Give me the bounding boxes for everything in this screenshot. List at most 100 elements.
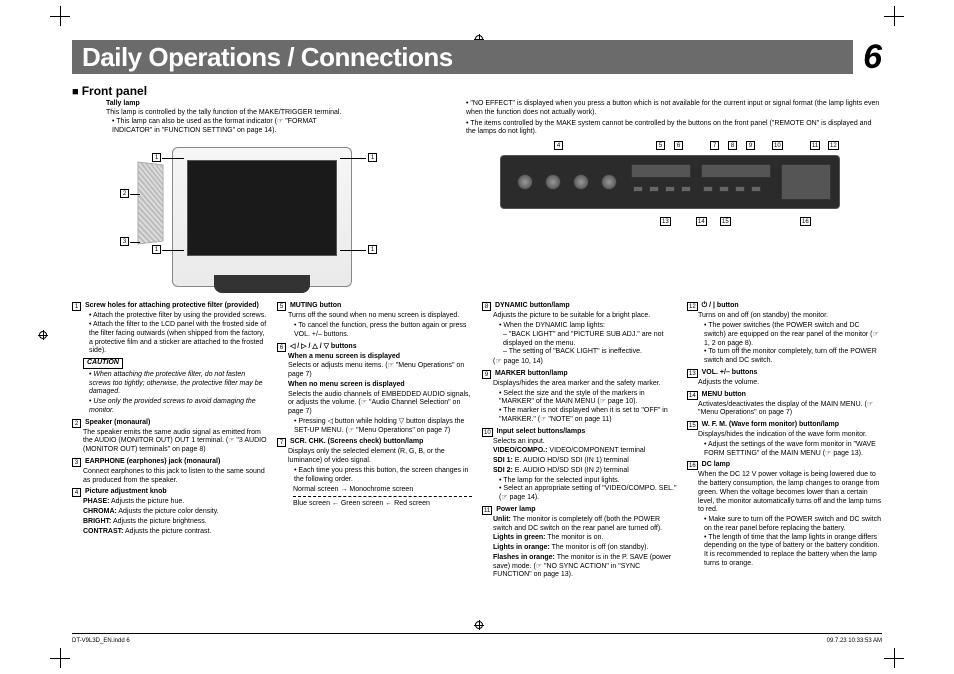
i14-p: Activates/deactivates the display of the… bbox=[698, 401, 882, 419]
i4-l2: Adjusts the picture color density. bbox=[118, 508, 218, 515]
screen-shape bbox=[187, 160, 337, 256]
bc-10: 10 bbox=[772, 141, 783, 150]
i9-p: Displays/hides the area marker and the s… bbox=[493, 380, 677, 389]
callout-1c: 1 bbox=[368, 245, 377, 254]
i10-p: Selects an input. bbox=[493, 438, 677, 447]
i9-b2: The marker is not displayed when it is s… bbox=[499, 407, 677, 425]
num-3: 3 bbox=[72, 458, 81, 467]
bc-5: 5 bbox=[656, 141, 665, 150]
i7-flow1: Normal screen → Monochrome screen bbox=[293, 485, 472, 494]
i1-c1: When attaching the protective filter, do… bbox=[89, 371, 263, 396]
crop-tr bbox=[884, 6, 904, 26]
i10-l1: VIDEO/COMPONENT terminal bbox=[549, 447, 645, 454]
speaker-shape bbox=[138, 162, 164, 245]
num-9: 9 bbox=[482, 370, 491, 379]
top-row: Tally lamp This lamp is controlled by th… bbox=[72, 100, 882, 296]
i11-l3: The monitor is off (on standby). bbox=[552, 544, 649, 551]
i1-b2: Attach the filter to the LCD panel with … bbox=[89, 321, 267, 356]
i16-b2: The length of time that the lamp lights … bbox=[704, 534, 882, 569]
i10-l3: E. AUDIO HD/SD SDI (IN 2) terminal bbox=[515, 467, 629, 474]
stand-shape bbox=[214, 275, 310, 293]
t-10: Input select buttons/lamps bbox=[497, 428, 586, 435]
callout-2: 2 bbox=[120, 189, 129, 198]
i12-b2: To turn off the monitor completely, turn… bbox=[704, 348, 882, 366]
t-7: SCR. CHK. (Screens check) button/lamp bbox=[290, 438, 423, 445]
i10-b2: Select an appropriate setting of "VIDEO/… bbox=[499, 485, 677, 503]
note-no-effect: "NO EFFECT" is displayed when you press … bbox=[466, 100, 882, 118]
callout-1d: 1 bbox=[152, 245, 161, 254]
bc-4: 4 bbox=[554, 141, 563, 150]
monitor-shape bbox=[172, 147, 352, 287]
callout-3: 3 bbox=[120, 237, 129, 246]
i7-b1: Each time you press this button, the scr… bbox=[294, 467, 472, 485]
reg-left bbox=[38, 330, 48, 340]
t-1: Screw holes for attaching protective fil… bbox=[85, 302, 259, 309]
col-3: 8 DYNAMIC button/lamp Adjusts the pictur… bbox=[482, 302, 677, 583]
i8-d1: "BACK LIGHT" and "PICTURE SUB ADJ." are … bbox=[503, 331, 677, 349]
t-14: MENU button bbox=[702, 391, 746, 398]
callout-1b: 1 bbox=[152, 153, 161, 162]
i10-b1: The lamp for the selected input lights. bbox=[499, 477, 677, 486]
t-9: MARKER button/lamp bbox=[495, 370, 568, 377]
i15-p: Displays/hides the indication of the wav… bbox=[698, 431, 882, 440]
bc-8: 8 bbox=[728, 141, 737, 150]
i1-b1: Attach the protective filter by using th… bbox=[89, 312, 267, 321]
i8-d2: The setting of "BACK LIGHT" is ineffecti… bbox=[503, 348, 677, 357]
i6-h2: When no menu screen is displayed bbox=[288, 381, 472, 390]
t-15: W. F. M. (Wave form monitor) button/lamp bbox=[702, 421, 839, 428]
tally-line2: This lamp can also be used as the format… bbox=[112, 118, 353, 136]
tally-line1: This lamp is controlled by the tally fun… bbox=[106, 109, 353, 118]
i4-l3: Adjusts the picture brightness. bbox=[113, 518, 207, 525]
t-2: Speaker (monaural) bbox=[85, 419, 150, 426]
t-11: Power lamp bbox=[496, 506, 535, 513]
i8-b1: When the DYNAMIC lamp lights: bbox=[499, 322, 677, 331]
t-13: VOL. +/– buttons bbox=[702, 369, 758, 376]
description-columns: 1 Screw holes for attaching protective f… bbox=[72, 302, 882, 583]
num-15: 15 bbox=[687, 421, 698, 430]
backpanel-shape bbox=[500, 155, 840, 209]
i15-b1: Adjust the settings of the wave form mon… bbox=[704, 441, 882, 459]
i6-p1: Selects or adjusts menu items. (☞ "Menu … bbox=[288, 362, 472, 380]
crop-br bbox=[884, 648, 904, 668]
i9-b1: Select the size and the style of the mar… bbox=[499, 390, 677, 408]
section-heading: Front panel bbox=[72, 84, 882, 98]
callout-1a: 1 bbox=[368, 153, 377, 162]
col-4: 12 ⏻ / | button Turns on and off (on sta… bbox=[687, 302, 882, 583]
back-diagram: 4 5 6 7 8 9 10 11 12 13 14 15 16 bbox=[460, 139, 880, 249]
i16-p: When the DC 12 V power voltage is being … bbox=[698, 471, 882, 515]
i2-p: The speaker emits the same audio signal … bbox=[83, 429, 267, 455]
num-7: 7 bbox=[277, 438, 286, 447]
t-5: MUTING button bbox=[290, 302, 341, 309]
num-4: 4 bbox=[72, 488, 81, 497]
i3-p: Connect earphones to this jack to listen… bbox=[83, 468, 267, 486]
i11-l2: The monitor is on. bbox=[547, 534, 603, 541]
crop-tl bbox=[50, 6, 70, 26]
page-number: 6 bbox=[853, 38, 882, 77]
num-11: 11 bbox=[482, 506, 492, 515]
t-4: Picture adjustment knob bbox=[85, 488, 167, 495]
num-2: 2 bbox=[72, 419, 81, 428]
col-1: 1 Screw holes for attaching protective f… bbox=[72, 302, 267, 583]
footer-left: DT-V9L3D_EN.indd 6 bbox=[72, 638, 130, 644]
bc-16: 16 bbox=[800, 217, 811, 226]
crop-bl bbox=[50, 648, 70, 668]
num-13: 13 bbox=[687, 369, 698, 378]
num-14: 14 bbox=[687, 391, 698, 400]
t-16: DC lamp bbox=[702, 461, 730, 468]
tally-block: Tally lamp This lamp is controlled by th… bbox=[106, 100, 353, 135]
bc-7: 7 bbox=[710, 141, 719, 150]
t-3: EARPHONE (earphones) jack (monaural) bbox=[85, 458, 220, 465]
i7-p: Displays only the selected element (R, G… bbox=[288, 448, 472, 466]
i6-h1: When a menu screen is displayed bbox=[288, 353, 472, 362]
page-title: Daily Operations / Connections bbox=[82, 42, 453, 73]
bc-9: 9 bbox=[746, 141, 755, 150]
i5-p: Turns off the sound when no menu screen … bbox=[288, 312, 472, 321]
i4-l4: Adjusts the picture contrast. bbox=[125, 528, 211, 535]
bc-12: 12 bbox=[828, 141, 839, 150]
note-remote-on: The items controlled by the MAKE system … bbox=[466, 120, 882, 138]
front-diagram: 1 1 2 1 1 3 bbox=[72, 141, 452, 296]
i5-b1: To cancel the function, press the button… bbox=[294, 322, 472, 340]
num-12: 12 bbox=[687, 302, 698, 311]
bc-6: 6 bbox=[674, 141, 683, 150]
t-8: DYNAMIC button/lamp bbox=[495, 302, 570, 309]
